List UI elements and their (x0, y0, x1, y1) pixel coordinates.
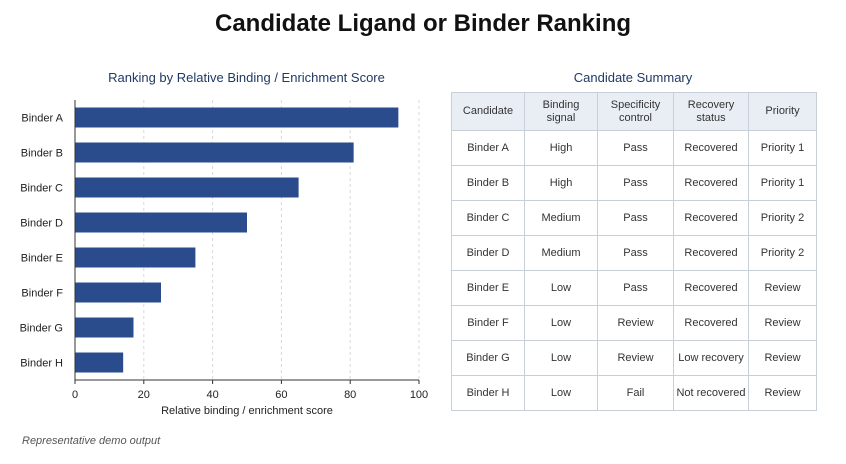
x-tick-label: 0 (72, 389, 78, 401)
chart-title: Ranking by Relative Binding / Enrichment… (108, 70, 385, 85)
column-header-line: Priority (765, 105, 800, 117)
bar (75, 212, 247, 233)
table-cell: Recovered (673, 130, 749, 166)
table-cell: Review (597, 340, 674, 376)
x-tick-label: 80 (344, 389, 356, 401)
column-header-line: signal (546, 111, 576, 124)
column-header-line: Candidate (462, 105, 514, 117)
table-row: Binder G Low Review Low recovery Review (451, 340, 817, 376)
table-cell: Review (748, 375, 817, 411)
table-cell: Pass (597, 200, 674, 236)
x-tick-label: 100 (410, 389, 428, 401)
table-cell: Medium (524, 200, 598, 236)
table-cell: High (524, 165, 598, 201)
table-cell: Binder E (451, 270, 525, 306)
footer-note: Representative demo output (22, 435, 161, 447)
table-cell: Pass (597, 235, 674, 271)
table-row: Binder F Low Review Recovered Review (451, 305, 817, 341)
category-label: Binder F (21, 288, 63, 300)
table-cell: Recovered (673, 305, 749, 341)
category-label: Binder D (20, 218, 63, 230)
table-cell: Pass (597, 165, 674, 201)
table-cell: Medium (524, 235, 598, 271)
table-cell: Binder A (451, 130, 525, 166)
table-cell: Priority 2 (748, 235, 817, 271)
bar (75, 142, 354, 163)
table-cell: Priority 1 (748, 130, 817, 166)
table-cell: Binder C (451, 200, 525, 236)
table-cell: Recovered (673, 200, 749, 236)
column-header-line: Specificity (610, 98, 661, 111)
table-header-row: Candidate Binding signal Specificity con… (451, 92, 817, 131)
table-row: Binder D Medium Pass Recovered Priority 2 (451, 235, 817, 271)
table-cell: Recovered (673, 270, 749, 306)
column-header: Candidate (451, 92, 525, 131)
category-label: Binder H (20, 358, 63, 370)
table-cell: Binder H (451, 375, 525, 411)
table-cell: Pass (597, 130, 674, 166)
table-row: Binder E Low Pass Recovered Review (451, 270, 817, 306)
table-cell: Priority 1 (748, 165, 817, 201)
x-tick-label: 60 (275, 389, 287, 401)
column-header-line: Binding (542, 98, 580, 111)
table-cell: Low (524, 305, 598, 341)
category-label: Binder G (20, 323, 63, 335)
table-cell: Review (597, 305, 674, 341)
table-cell: Low (524, 270, 598, 306)
bar (75, 282, 161, 303)
table-cell: Binder F (451, 305, 525, 341)
table-cell: Low recovery (673, 340, 749, 376)
x-tick-label: 20 (138, 389, 150, 401)
table-cell: Low (524, 375, 598, 411)
category-label: Binder C (20, 183, 63, 195)
table-cell: Review (748, 270, 817, 306)
table-title: Candidate Summary (573, 70, 693, 85)
category-label: Binder B (21, 148, 63, 160)
table-cell: Recovered (673, 165, 749, 201)
bar (75, 317, 134, 338)
x-tick-label: 40 (206, 389, 218, 401)
bar (75, 177, 299, 198)
column-header: Specificity control (597, 92, 674, 131)
column-header-line: Recovery (687, 98, 735, 111)
candidate-summary-table: Candidate Binding signal Specificity con… (451, 92, 817, 411)
table-cell: Pass (597, 270, 674, 306)
bar (75, 247, 196, 268)
x-axis-label: Relative binding / enrichment score (161, 405, 333, 417)
page-title: Candidate Ligand or Binder Ranking (214, 10, 632, 37)
table-cell: Priority 2 (748, 200, 817, 236)
column-header: Recovery status (673, 92, 749, 131)
bar (75, 107, 399, 128)
category-label: Binder E (21, 253, 63, 265)
bar-chart: Binder A Binder B Binder C Binder D Binder E… (20, 100, 428, 417)
table-cell: Binder B (451, 165, 525, 201)
table-cell: High (524, 130, 598, 166)
table-cell: Review (748, 305, 817, 341)
column-header: Priority (748, 92, 817, 131)
category-label: Binder A (21, 113, 63, 125)
table-cell: Low (524, 340, 598, 376)
column-header-line: status (696, 111, 726, 124)
column-header-line: control (618, 111, 653, 124)
table-cell: Not recovered (673, 375, 749, 411)
table-row: Binder B High Pass Recovered Priority 1 (451, 165, 817, 201)
table-row: Binder C Medium Pass Recovered Priority 2 (451, 200, 817, 236)
table-row: Binder H Low Fail Not recovered Review (451, 375, 817, 411)
table-cell: Recovered (673, 235, 749, 271)
bar (75, 352, 124, 373)
column-header: Binding signal (524, 92, 598, 131)
table-cell: Binder G (451, 340, 525, 376)
table-row: Binder A High Pass Recovered Priority 1 (451, 130, 817, 166)
table-cell: Fail (597, 375, 674, 411)
table-cell: Binder D (451, 235, 525, 271)
table-cell: Review (748, 340, 817, 376)
